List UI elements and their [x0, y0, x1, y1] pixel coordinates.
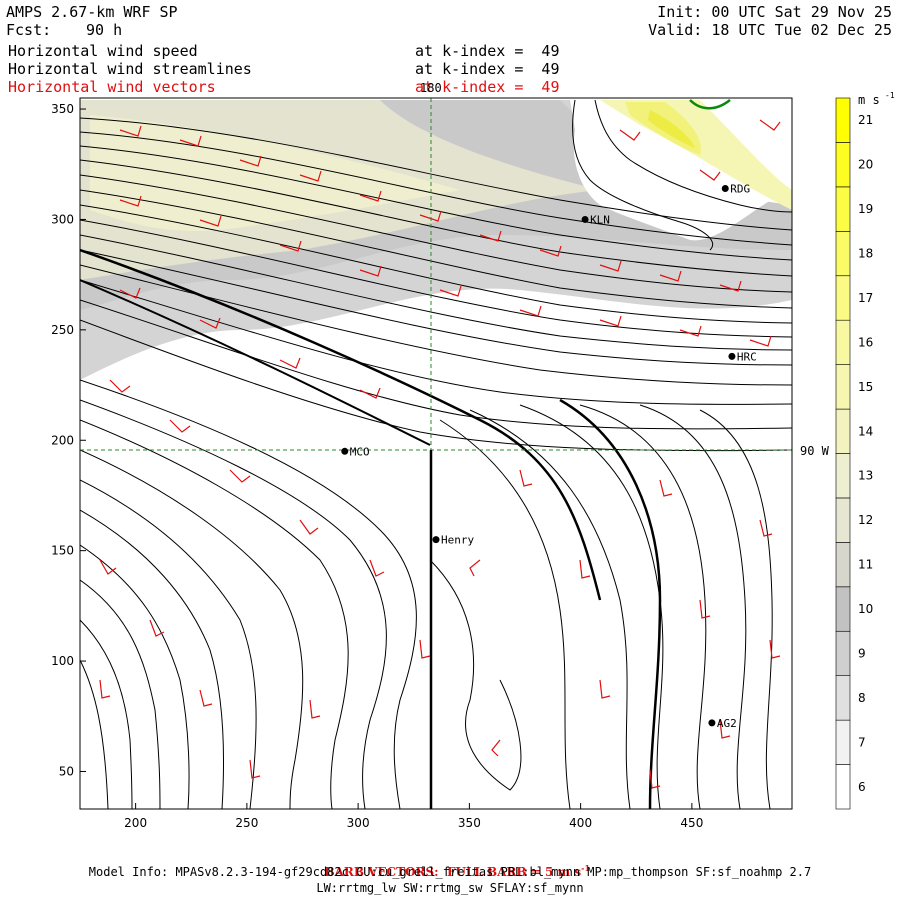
x-tick-label: 450 — [680, 816, 703, 830]
y-tick-label: 350 — [51, 102, 74, 116]
colorbar-label: 9 — [858, 646, 866, 660]
valid-time: Valid: 18 UTC Tue 02 Dec 25 — [648, 21, 892, 39]
colorbar-units: m s — [858, 93, 880, 107]
colorbar-swatch — [835, 497, 851, 543]
field-level-streamlines: at k-index = 49 — [415, 60, 560, 78]
colorbar-swatch — [835, 319, 851, 365]
barb-note-exponent: -1 — [581, 863, 591, 873]
x-tick-label: 200 — [124, 816, 147, 830]
station-dot-henry — [432, 536, 440, 544]
y-tick-label: 50 — [59, 764, 74, 778]
x-axis: 200 250 300 350 400 450 — [124, 803, 703, 830]
streamlines-upper — [80, 117, 792, 452]
x-tick-label: 300 — [347, 816, 370, 830]
field-level-speed: at k-index = 49 — [415, 42, 560, 60]
colorbar-label: 18 — [858, 247, 873, 261]
field-level-vectors: at k-index = 49 — [415, 78, 560, 96]
x-tick-label: 400 — [569, 816, 592, 830]
station-label-hrc: HRC — [737, 350, 757, 363]
colorbar-label: 21 — [858, 113, 873, 127]
y-tick-label: 100 — [51, 654, 74, 668]
station-markers: RDG KLN HRC MCO Henry AG2 — [341, 183, 757, 730]
y-tick-label: 250 — [51, 323, 74, 337]
y-tick-label: 150 — [51, 544, 74, 558]
station-dot-rdg — [721, 185, 729, 193]
colorbar-units-exponent: -1 — [885, 91, 895, 100]
colorbar-swatch — [835, 542, 851, 588]
streamlines-lower — [80, 379, 773, 809]
colorbar-label: 11 — [858, 558, 873, 572]
forecast-label: Fcst: — [6, 21, 52, 39]
wind-barbs — [99, 119, 781, 789]
colorbar-swatch — [835, 97, 851, 143]
colorbar: 6 7 8 9 10 11 12 13 14 15 16 17 18 19 20 21 — [835, 97, 873, 810]
colorbar-swatch — [835, 142, 851, 188]
shaded-field — [80, 98, 792, 809]
station-dot-kln — [581, 215, 589, 223]
colorbar-label: 6 — [858, 780, 866, 794]
field-name-vectors: Horizontal wind vectors — [8, 78, 216, 96]
colorbar-label: 17 — [858, 291, 873, 305]
colorbar-swatch — [835, 630, 851, 676]
colorbar-label: 10 — [858, 602, 873, 616]
x-tick-label: 350 — [458, 816, 481, 830]
colorbar-label: 19 — [858, 202, 873, 216]
station-label-kln: KLN — [590, 213, 610, 226]
colorbar-swatch — [835, 764, 851, 810]
barb-note-text: BARB VECTORS: FULL BARB = 5 m s — [324, 865, 582, 879]
colorbar-label: 16 — [858, 335, 873, 349]
station-label-rdg: RDG — [730, 183, 750, 196]
colorbar-label: 14 — [858, 424, 873, 438]
parallel-label: 90 W — [800, 444, 830, 458]
station-label-ag2: AG2 — [717, 717, 737, 730]
x-tick-label: 250 — [235, 816, 258, 830]
station-label-mco: MCO — [350, 445, 370, 458]
forecast-value: 90 h — [86, 21, 123, 39]
colorbar-label: 7 — [858, 735, 866, 749]
colorbar-swatch — [835, 675, 851, 721]
model-info-2: LW:rrtmg_lw SW:rrtmg_sw SFLAY:sf_mynn — [316, 881, 584, 895]
meridian-label: 180 — [420, 81, 442, 95]
field-name-speed: Horizontal wind speed — [8, 42, 198, 60]
y-tick-label: 200 — [51, 433, 74, 447]
plot-frame — [79, 97, 793, 810]
colorbar-label: 20 — [858, 158, 873, 172]
colorbar-swatch — [835, 186, 851, 232]
colorbar-swatch — [835, 408, 851, 454]
field-name-streamlines: Horizontal wind streamlines — [8, 60, 252, 78]
colorbar-swatch — [835, 231, 851, 277]
colorbar-label: 13 — [858, 469, 873, 483]
station-dot-hrc — [728, 352, 736, 360]
colorbar-label: 12 — [858, 513, 873, 527]
colorbar-swatch — [835, 364, 851, 410]
station-dot-mco — [341, 447, 349, 455]
y-axis: 50 100 150 200 250 300 350 — [51, 102, 86, 778]
colorbar-swatch — [835, 586, 851, 632]
model-title: AMPS 2.67-km WRF SP — [6, 3, 178, 21]
barb-note: BARB VECTORS: FULL BARB = 5 m s-1 — [0, 849, 900, 879]
station-label-henry: Henry — [441, 534, 474, 547]
init-time: Init: 00 UTC Sat 29 Nov 25 — [657, 3, 892, 21]
colorbar-swatch — [835, 275, 851, 321]
colorbar-swatch — [835, 453, 851, 499]
model-info: Model Info: MPASv8.2.3-194-gf29cd82c CU:… — [88, 865, 812, 879]
station-dot-ag2 — [708, 719, 716, 727]
colorbar-label: 8 — [858, 691, 866, 705]
colorbar-swatch — [835, 719, 851, 765]
colorbar-label: 15 — [858, 380, 873, 394]
y-tick-label: 300 — [51, 212, 74, 226]
